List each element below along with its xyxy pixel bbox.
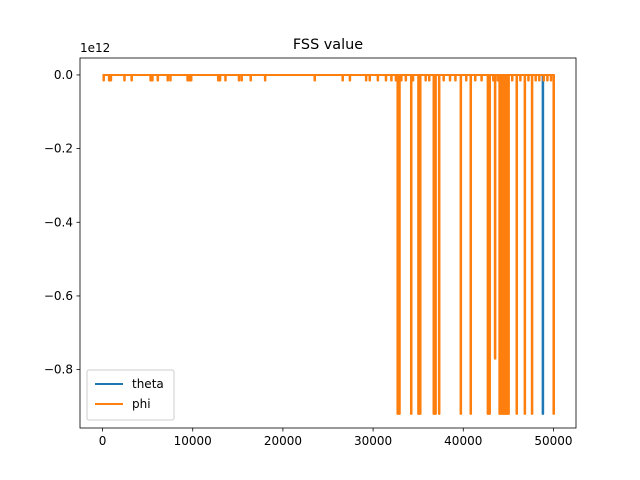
data-point-phi-16 (238, 79, 240, 81)
data-point-phi-46 (465, 79, 467, 81)
data-point-phi-8 (166, 79, 168, 81)
data-point-phi-47 (469, 413, 471, 415)
data-point-phi-7 (157, 79, 159, 81)
data-point-phi-53 (494, 358, 496, 360)
x-tick-label: 20000 (264, 434, 302, 448)
data-point-phi-52 (492, 79, 494, 81)
data-point-phi-27 (390, 79, 392, 81)
y-tick-label: −0.4 (44, 215, 73, 229)
data-point-phi-68 (538, 79, 540, 81)
data-point-phi-41 (438, 413, 440, 415)
data-point-phi-37 (424, 79, 426, 81)
data-point-phi-48 (474, 79, 476, 81)
legend: theta phi (86, 369, 175, 421)
data-point-phi-58 (504, 413, 506, 415)
data-point-phi-56 (500, 413, 502, 415)
data-point-phi-0 (102, 79, 104, 81)
x-tick-label: 0 (99, 434, 107, 448)
data-point-phi-42 (442, 79, 444, 81)
data-point-phi-67 (534, 79, 536, 81)
data-point-phi-66 (531, 413, 533, 415)
data-point-phi-32 (405, 79, 407, 81)
y-tick-label: −0.8 (44, 363, 73, 377)
data-point-phi-1 (108, 79, 110, 81)
chart-title: FSS value (293, 37, 363, 53)
data-point-phi-26 (385, 79, 387, 81)
data-point-phi-6 (151, 79, 153, 81)
x-tick-label: 30000 (354, 434, 392, 448)
legend-box (86, 369, 175, 421)
data-point-phi-54 (497, 79, 499, 81)
x-tick-label: 10000 (174, 434, 212, 448)
data-point-phi-33 (410, 413, 412, 415)
data-point-phi-38 (428, 79, 430, 81)
data-point-phi-11 (188, 79, 190, 81)
data-point-phi-50 (487, 413, 489, 415)
y-axis-ticks: 0.0 −0.2 −0.4 −0.6 −0.8 (44, 68, 80, 377)
data-point-phi-59 (506, 413, 508, 415)
data-point-phi-61 (511, 79, 513, 81)
data-point-phi-64 (524, 413, 526, 415)
data-point-phi-36 (419, 413, 421, 415)
data-point-phi-45 (460, 413, 462, 415)
data-point-phi-25 (377, 79, 379, 81)
data-point-phi-65 (527, 79, 529, 81)
data-point-phi-14 (219, 79, 221, 81)
y-tick-label: −0.2 (44, 142, 73, 156)
data-point-phi-20 (313, 79, 315, 81)
data-point-phi-49 (480, 79, 482, 81)
axes-frame (79, 57, 577, 429)
data-point-phi-17 (240, 79, 242, 81)
data-point-phi-28 (395, 79, 397, 81)
series-layer (102, 73, 555, 415)
data-point-phi-18 (249, 79, 251, 81)
data-point-phi-31 (400, 79, 402, 81)
data-point-phi-24 (368, 79, 370, 81)
legend-label-theta: theta (132, 377, 164, 391)
data-point-phi-12 (190, 79, 192, 81)
data-point-phi-43 (449, 79, 451, 81)
x-tick-label: 40000 (444, 434, 482, 448)
data-point-phi-13 (217, 79, 219, 81)
data-point-phi-72 (552, 413, 554, 415)
data-point-phi-9 (169, 79, 171, 81)
data-point-phi-60 (507, 413, 509, 415)
y-tick-label: 0.0 (54, 68, 73, 82)
data-point-phi-22 (349, 79, 351, 81)
data-point-phi-35 (417, 413, 419, 415)
data-point-phi-23 (365, 79, 367, 81)
data-point-phi-15 (224, 79, 226, 81)
data-point-phi-29 (396, 413, 398, 415)
data-point-phi-39 (433, 413, 435, 415)
data-point-phi-4 (130, 79, 132, 81)
x-tick-label: 50000 (534, 434, 572, 448)
data-point-phi-55 (498, 413, 500, 415)
legend-label-phi: phi (132, 397, 151, 411)
data-point-phi-70 (546, 79, 548, 81)
data-point-phi-30 (398, 413, 400, 415)
data-point-phi-71 (550, 79, 552, 81)
plot-area (102, 73, 555, 415)
data-point-phi-40 (434, 413, 436, 415)
data-point-phi-3 (123, 79, 125, 81)
data-point-phi-21 (341, 79, 343, 81)
y-tick-label: −0.6 (44, 289, 73, 303)
data-point-phi-19 (264, 79, 266, 81)
data-point-phi-63 (519, 79, 521, 81)
data-point-phi-57 (502, 413, 504, 415)
data-point-phi-34 (412, 79, 414, 81)
data-point-phi-10 (186, 79, 188, 81)
y-offset-label: 1e12 (80, 41, 110, 55)
data-point-phi-62 (515, 413, 517, 415)
data-point-phi-2 (110, 79, 112, 81)
data-point-phi-44 (454, 79, 456, 81)
data-point-phi-51 (488, 413, 490, 415)
data-point-phi-69 (543, 79, 545, 81)
x-axis-ticks: 0 10000 20000 30000 40000 50000 (99, 428, 573, 448)
data-point-theta-0 (542, 413, 544, 415)
data-point-phi-5 (149, 79, 151, 81)
